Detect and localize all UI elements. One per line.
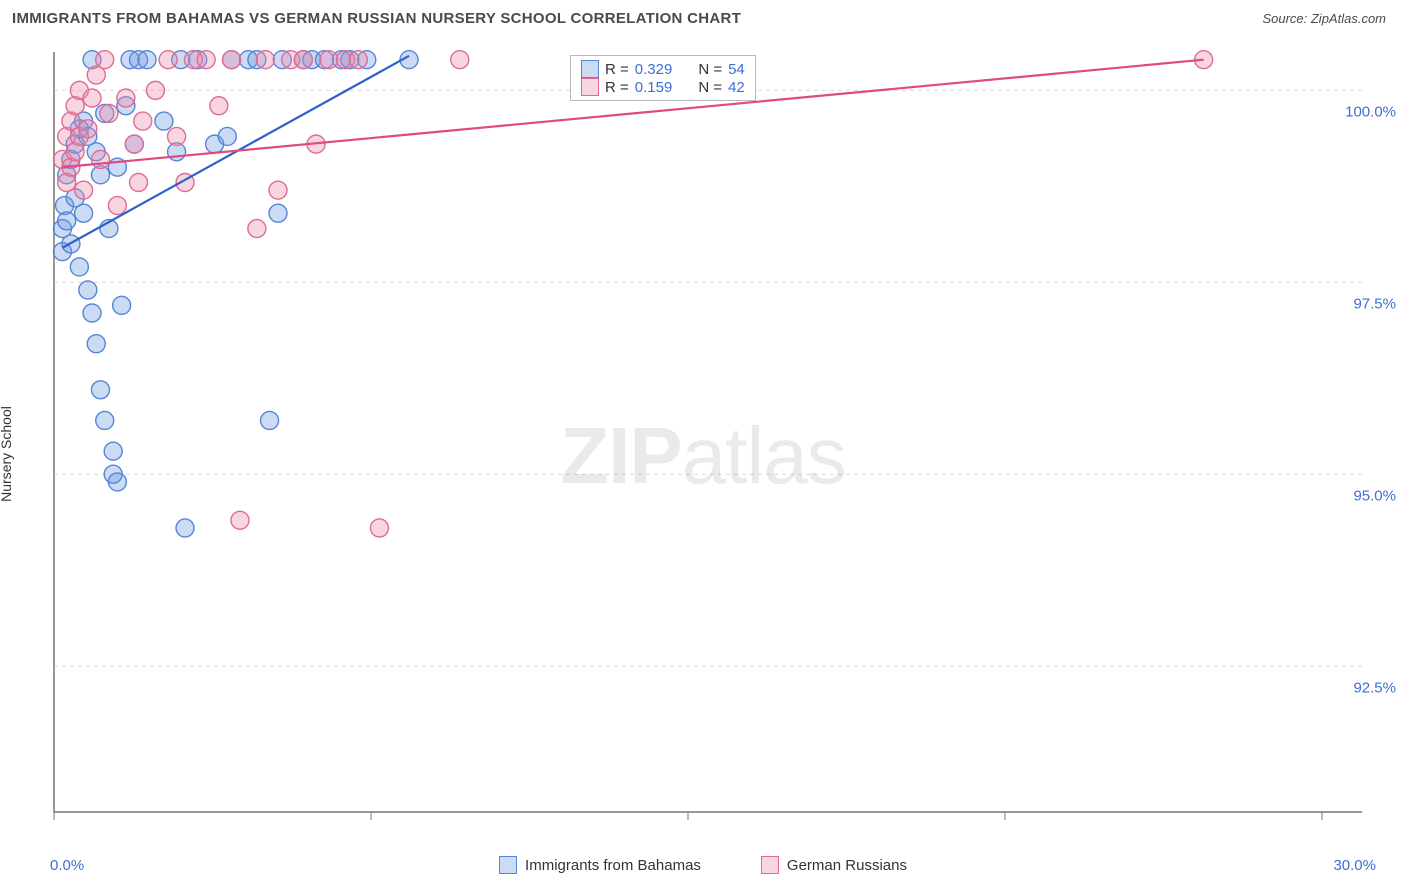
- stats-r-label: R =: [605, 61, 629, 78]
- stats-r-label: R =: [605, 79, 629, 96]
- stats-row: R = 0.329 N = 54: [581, 60, 745, 78]
- legend-label-bahamas: Immigrants from Bahamas: [525, 857, 701, 874]
- y-tick-label: 92.5%: [1353, 680, 1396, 697]
- y-tick-label: 100.0%: [1345, 104, 1396, 121]
- bottom-legend: Immigrants from Bahamas German Russians: [0, 856, 1406, 874]
- scatter-plot-svg: [46, 40, 1386, 840]
- legend-item-bahamas: Immigrants from Bahamas: [499, 856, 701, 874]
- chart-area: [46, 40, 1386, 840]
- stats-r-value: 0.159: [635, 79, 673, 96]
- y-tick-label: 97.5%: [1353, 296, 1396, 313]
- legend-swatch-bahamas: [499, 856, 517, 874]
- legend-label-german-russians: German Russians: [787, 857, 907, 874]
- legend-swatch-german-russians: [761, 856, 779, 874]
- stats-n-value: 42: [728, 79, 745, 96]
- stats-swatch: [581, 60, 599, 78]
- chart-title: IMMIGRANTS FROM BAHAMAS VS GERMAN RUSSIA…: [12, 10, 741, 27]
- legend-item-german-russians: German Russians: [761, 856, 907, 874]
- x-axis-max-label: 30.0%: [1333, 857, 1376, 874]
- stats-n-value: 54: [728, 61, 745, 78]
- stats-r-value: 0.329: [635, 61, 673, 78]
- stats-legend-box: R = 0.329 N = 54 R = 0.159 N = 42: [570, 55, 756, 101]
- chart-source: Source: ZipAtlas.com: [1262, 11, 1386, 26]
- x-axis-min-label: 0.0%: [50, 857, 84, 874]
- stats-swatch: [581, 78, 599, 96]
- stats-n-label: N =: [698, 79, 722, 96]
- y-tick-label: 95.0%: [1353, 488, 1396, 505]
- y-axis-label: Nursery School: [0, 406, 14, 502]
- chart-header: IMMIGRANTS FROM BAHAMAS VS GERMAN RUSSIA…: [0, 0, 1406, 33]
- stats-row: R = 0.159 N = 42: [581, 78, 745, 96]
- stats-n-label: N =: [698, 61, 722, 78]
